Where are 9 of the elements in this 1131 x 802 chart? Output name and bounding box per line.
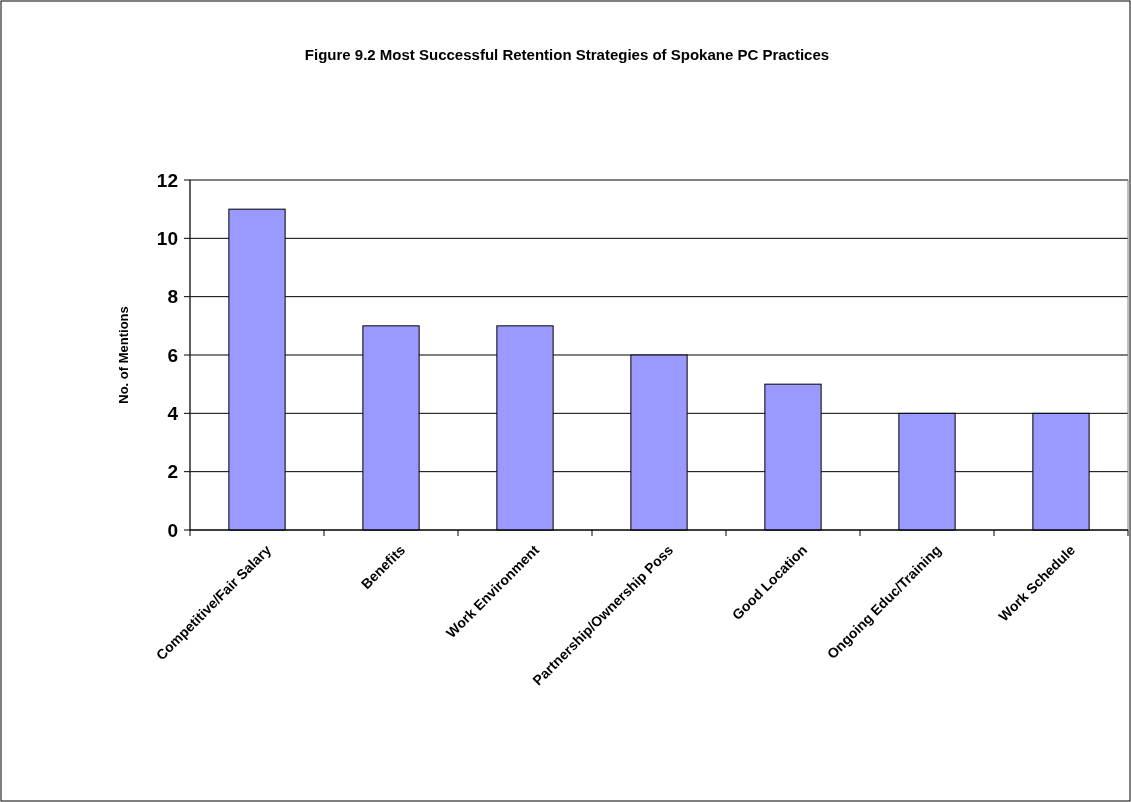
y-tick-label: 12 — [156, 169, 178, 191]
y-tick-label: 4 — [167, 402, 179, 424]
y-axis-title: No. of Mentions — [116, 306, 131, 404]
y-tick-label: 6 — [167, 344, 178, 366]
chart-title: Figure 9.2 Most Successful Retention Strategies of Spokane PC Practices — [304, 46, 830, 63]
y-tick-label: 10 — [156, 227, 178, 249]
y-tick-label: 0 — [167, 519, 178, 541]
y-tick-label: 8 — [167, 286, 178, 308]
y-tick-label: 2 — [167, 461, 178, 483]
